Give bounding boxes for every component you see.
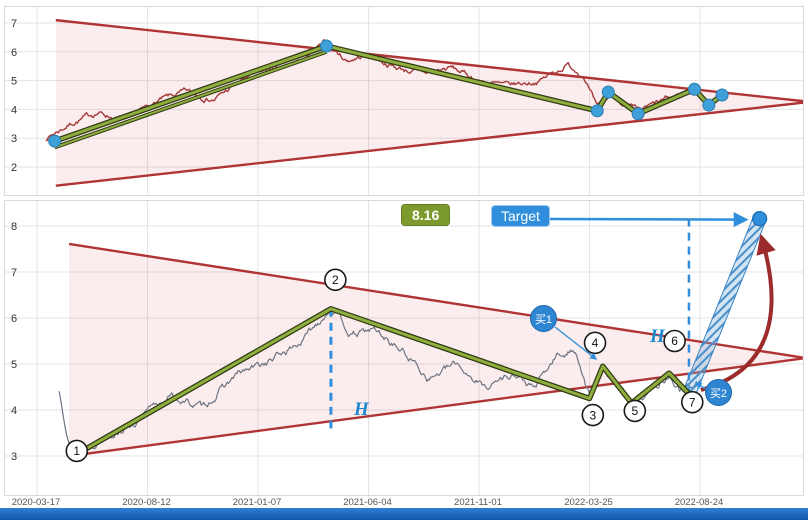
buy1-callout-arrow xyxy=(554,326,598,360)
y-tick-label: 3 xyxy=(11,451,17,463)
pivot-number-circle xyxy=(680,390,704,414)
x-tick-label: 2021-11-01 xyxy=(454,497,502,508)
pivot-number-circle xyxy=(65,439,89,463)
target-badge: Target xyxy=(491,205,550,227)
pivot-number-circle xyxy=(663,329,686,353)
pivot-number: 4 xyxy=(592,336,599,350)
y-tick-label: 4 xyxy=(11,405,17,417)
wedge-trendline xyxy=(55,101,803,187)
height-label-1: H xyxy=(354,399,369,420)
x-axis-labels: 2020-03-17 2020-08-12 2021-01-07 2021-06-04… xyxy=(0,497,808,509)
pivot-dot xyxy=(702,98,716,112)
y-tick-label: 7 xyxy=(11,18,17,30)
pivot-dot xyxy=(320,39,334,53)
height-label-2: H xyxy=(650,326,665,347)
pivot-number: 6 xyxy=(671,334,678,348)
pivot-number: 3 xyxy=(589,408,596,422)
target-arrow xyxy=(547,212,749,228)
y-tick-label: 4 xyxy=(11,104,17,116)
wedge-trendline xyxy=(55,18,803,103)
pivot-number-circle xyxy=(623,399,647,423)
pivot-dot xyxy=(715,88,729,102)
pivot-dot xyxy=(48,134,62,148)
pivot-dot xyxy=(601,85,615,99)
top-chart-canvas[interactable]: 7 6 5 4 3 2 xyxy=(5,7,803,195)
target-dot xyxy=(752,211,768,227)
pivot-number: 1 xyxy=(73,444,80,458)
taskbar[interactable] xyxy=(0,508,808,520)
pivot-dot xyxy=(590,104,604,118)
y-tick-label: 2 xyxy=(11,162,17,174)
y-tick-label: 3 xyxy=(11,133,17,145)
buy2-marker: 买2 xyxy=(705,379,732,406)
x-tick-label: 2022-08-24 xyxy=(674,497,724,508)
parallel-trendline xyxy=(54,50,327,149)
x-tick-label: 2021-06-04 xyxy=(343,497,392,508)
y-tick-label: 6 xyxy=(11,47,17,59)
measured-move-badge: 8.16 xyxy=(401,204,451,226)
y-tick-label: 8 xyxy=(11,221,17,233)
y-tick-label: 6 xyxy=(11,313,17,325)
x-tick-label: 2022-03-25 xyxy=(564,497,613,508)
x-tick-label: 2020-08-12 xyxy=(122,497,171,508)
pivot-number: 2 xyxy=(332,273,339,287)
bottom-chart-canvas[interactable]: 8 7 6 5 4 3 1 2 3 4 5 6 7 xyxy=(5,201,803,495)
zigzag-line xyxy=(72,307,691,458)
wedge-fill xyxy=(55,20,803,186)
bottom-chart-panel: 8 7 6 5 4 3 1 2 3 4 5 6 7 8.16 Target H H 买1 买2 xyxy=(4,200,804,496)
buy1-marker: 买1 xyxy=(530,305,557,332)
top-chart-panel: 7 6 5 4 3 2 xyxy=(4,6,804,196)
pivot-number: 5 xyxy=(631,404,638,418)
pivot-dot xyxy=(631,107,645,121)
pivot-number: 7 xyxy=(689,395,696,409)
wedge-trendline xyxy=(68,357,803,458)
pivot-number-circle xyxy=(324,268,347,292)
pivot-number-circle xyxy=(581,403,605,427)
y-tick-label: 7 xyxy=(11,267,17,279)
x-tick-label: 2021-01-07 xyxy=(232,497,282,508)
x-tick-label: 2020-03-17 xyxy=(11,497,61,508)
y-tick-label: 5 xyxy=(11,76,17,88)
pivot-dot xyxy=(687,82,701,96)
y-tick-label: 5 xyxy=(11,359,17,371)
wedge-fill xyxy=(69,243,803,456)
